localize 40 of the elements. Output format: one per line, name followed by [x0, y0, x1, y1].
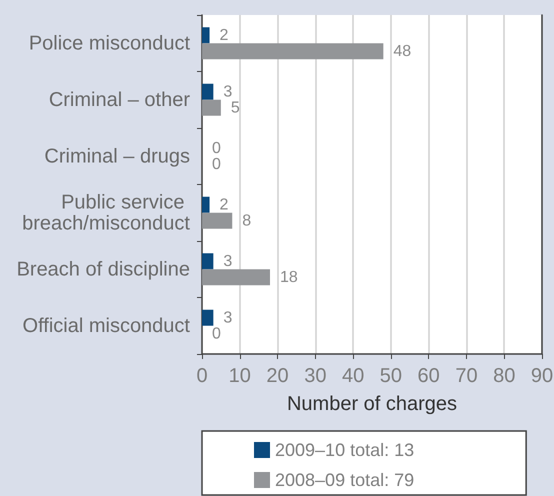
bar: [202, 84, 214, 100]
data-label: 0: [212, 325, 221, 342]
x-tick-label: 90: [530, 365, 554, 387]
x-tick-label: 10: [228, 365, 251, 387]
data-label: 2: [220, 196, 229, 214]
legend-label: 2008–09 total: 79: [275, 470, 414, 490]
y-tick-label: Public service breach/misconduct: [22, 191, 190, 234]
data-label: 3: [223, 252, 232, 270]
x-tick-label: 50: [380, 365, 402, 387]
bar: [202, 43, 384, 60]
bar: [202, 100, 221, 116]
y-tick-label: Official misconduct: [22, 314, 190, 337]
x-tick-label: 70: [455, 365, 478, 387]
bar: [202, 196, 210, 213]
data-label: 2: [220, 26, 229, 44]
x-tick-label: 30: [304, 365, 326, 387]
bar: [202, 27, 210, 44]
data-label: 18: [280, 268, 298, 286]
data-label: 48: [393, 42, 412, 60]
data-label: 0: [212, 140, 221, 157]
x-tick-label: 20: [266, 365, 289, 387]
x-axis-title: Number of charges: [286, 393, 458, 415]
y-tick-label: Police misconduct: [28, 32, 190, 54]
data-label: 3: [223, 309, 232, 326]
x-tick-label: 0: [196, 365, 208, 387]
bar: [202, 310, 214, 326]
data-label: 8: [242, 212, 252, 230]
data-label: 0: [212, 156, 221, 173]
y-tick-label: Criminal – drugs: [44, 145, 190, 168]
y-tick-label: Breach of discipline: [16, 258, 190, 280]
data-label: 3: [223, 83, 232, 100]
legend-label: 2009–10 total: 13: [275, 440, 414, 460]
bar: [202, 269, 270, 286]
x-tick-label: 60: [418, 365, 440, 387]
data-label: 5: [230, 99, 240, 116]
y-tick-label: Criminal – other: [48, 88, 190, 111]
bar: [202, 212, 232, 229]
x-tick-label: 80: [493, 365, 516, 387]
bar: [202, 253, 214, 270]
x-tick-label: 40: [342, 365, 364, 387]
